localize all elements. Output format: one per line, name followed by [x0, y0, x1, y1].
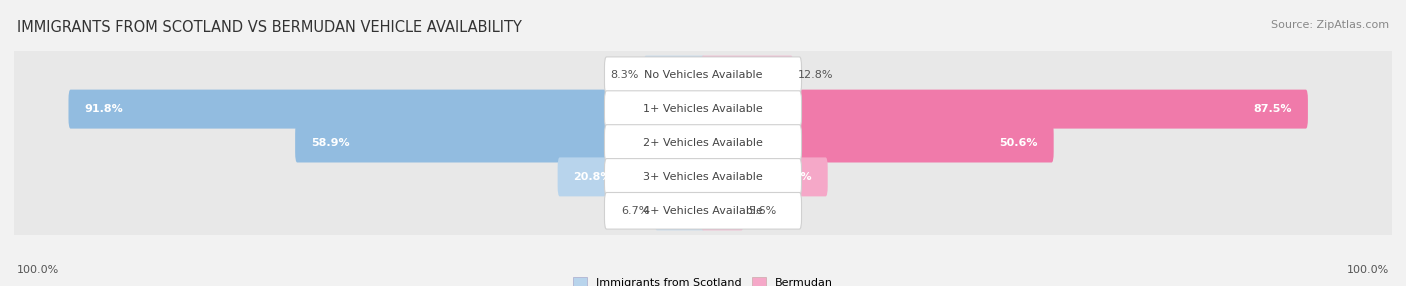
Text: 17.8%: 17.8%	[773, 172, 811, 182]
Text: 6.7%: 6.7%	[621, 206, 650, 216]
FancyBboxPatch shape	[295, 124, 704, 162]
Text: 5.6%: 5.6%	[748, 206, 776, 216]
FancyBboxPatch shape	[11, 177, 1395, 244]
FancyBboxPatch shape	[702, 157, 828, 196]
Text: IMMIGRANTS FROM SCOTLAND VS BERMUDAN VEHICLE AVAILABILITY: IMMIGRANTS FROM SCOTLAND VS BERMUDAN VEH…	[17, 20, 522, 35]
FancyBboxPatch shape	[11, 76, 1395, 143]
Text: 4+ Vehicles Available: 4+ Vehicles Available	[643, 206, 763, 216]
Text: 8.3%: 8.3%	[610, 70, 638, 80]
Text: No Vehicles Available: No Vehicles Available	[644, 70, 762, 80]
FancyBboxPatch shape	[605, 159, 801, 195]
Text: 2+ Vehicles Available: 2+ Vehicles Available	[643, 138, 763, 148]
FancyBboxPatch shape	[702, 56, 793, 95]
FancyBboxPatch shape	[605, 125, 801, 161]
FancyBboxPatch shape	[11, 143, 1395, 210]
FancyBboxPatch shape	[11, 110, 1395, 176]
FancyBboxPatch shape	[702, 124, 1053, 162]
Text: 87.5%: 87.5%	[1254, 104, 1292, 114]
Text: 20.8%: 20.8%	[574, 172, 612, 182]
FancyBboxPatch shape	[11, 42, 1395, 109]
FancyBboxPatch shape	[702, 191, 744, 230]
Text: 12.8%: 12.8%	[799, 70, 834, 80]
Text: Source: ZipAtlas.com: Source: ZipAtlas.com	[1271, 20, 1389, 30]
Text: 3+ Vehicles Available: 3+ Vehicles Available	[643, 172, 763, 182]
Legend: Immigrants from Scotland, Bermudan: Immigrants from Scotland, Bermudan	[574, 277, 832, 286]
Text: 100.0%: 100.0%	[17, 265, 59, 275]
FancyBboxPatch shape	[605, 192, 801, 229]
FancyBboxPatch shape	[605, 57, 801, 94]
Text: 100.0%: 100.0%	[1347, 265, 1389, 275]
FancyBboxPatch shape	[558, 157, 704, 196]
Text: 50.6%: 50.6%	[1000, 138, 1038, 148]
Text: 58.9%: 58.9%	[311, 138, 350, 148]
FancyBboxPatch shape	[644, 56, 704, 95]
Text: 91.8%: 91.8%	[84, 104, 124, 114]
Text: 1+ Vehicles Available: 1+ Vehicles Available	[643, 104, 763, 114]
FancyBboxPatch shape	[605, 91, 801, 127]
FancyBboxPatch shape	[655, 191, 704, 230]
FancyBboxPatch shape	[702, 90, 1308, 129]
FancyBboxPatch shape	[69, 90, 704, 129]
